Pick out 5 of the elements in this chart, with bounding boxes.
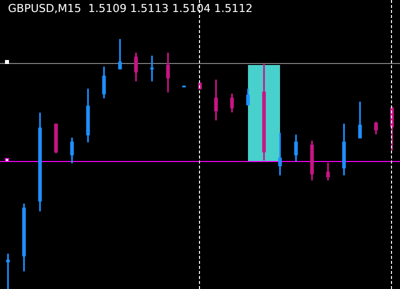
candlestick bbox=[278, 132, 282, 176]
candlestick bbox=[118, 39, 122, 70]
chart-title: GBPUSD,M15 1.5109 1.5113 1.5104 1.5112 bbox=[8, 2, 253, 15]
candlestick bbox=[6, 254, 10, 289]
candlestick bbox=[150, 56, 154, 82]
